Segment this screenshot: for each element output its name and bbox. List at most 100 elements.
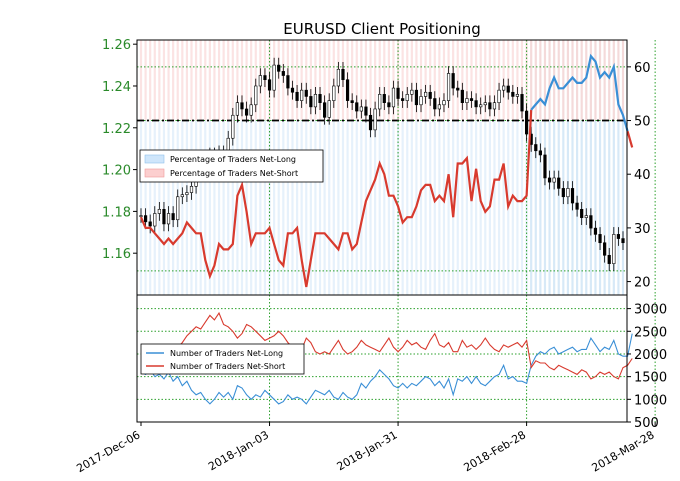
- date-tick-label: 2017-Dec-06: [74, 428, 142, 475]
- candle-body: [148, 221, 152, 227]
- candle-body: [323, 102, 327, 118]
- candle-body: [263, 75, 267, 81]
- bottom-panel-frame: [136, 294, 628, 423]
- right-tick-label: 60: [634, 61, 651, 76]
- candle-body: [506, 85, 510, 93]
- candle-body: [345, 79, 350, 101]
- candle-body: [543, 154, 547, 179]
- x-axis-date-ticks: 2017-Dec-06 2018-Jan-03 2018-Jan-31 2018-Fe…: [74, 422, 657, 475]
- bottom-legend: Number of Traders Net-Long Number of Tra…: [140, 343, 305, 375]
- candle-body: [272, 64, 276, 91]
- candle-body: [437, 104, 441, 110]
- candle-body: [231, 114, 235, 139]
- net-short-pct-line: [626, 130, 634, 148]
- candle-body: [176, 196, 180, 221]
- candle-body: [286, 75, 290, 89]
- bottom-panel: 500 1000 1500 2000 2500 3000 Number of Trader…: [136, 294, 667, 431]
- candle-body: [483, 102, 487, 106]
- left-tick-label: 1.22: [102, 122, 131, 137]
- candle-body: [277, 64, 281, 72]
- candle-body: [391, 87, 396, 108]
- bottom-right-tick-label: 2000: [634, 348, 667, 363]
- candle-body: [616, 234, 621, 239]
- bottom-panel-series: [140, 311, 633, 405]
- candle-body: [157, 209, 161, 214]
- candle-body: [515, 94, 520, 97]
- candle-body: [235, 102, 240, 116]
- date-tick-label: 2018-Mar-28: [590, 428, 657, 474]
- candle-body: [502, 85, 506, 91]
- candle-body: [341, 68, 345, 81]
- candle-body: [382, 94, 386, 104]
- candle-body: [364, 106, 368, 116]
- candle-body: [584, 215, 588, 218]
- candle-body: [538, 150, 542, 156]
- candle-body: [580, 209, 584, 218]
- legend-swatch-net-short-pct: [144, 168, 165, 178]
- top-legend: Percentage of Traders Net-Long Percentag…: [139, 149, 324, 183]
- candle-body: [488, 102, 492, 110]
- candle-body: [410, 89, 414, 95]
- candle-body: [355, 102, 359, 112]
- bottom-right-tick-label: 1000: [634, 393, 667, 408]
- top-panel: 1.16 1.18 1.20 1.22 1.24 1.26 20 30 40 50 60 Perc…: [102, 38, 656, 296]
- candle-body: [479, 104, 483, 108]
- bottom-right-tick-label: 2500: [634, 325, 667, 340]
- bottom-right-tick-label: 1500: [634, 371, 667, 386]
- candle-body: [607, 254, 611, 264]
- candle-body: [570, 188, 575, 204]
- right-tick-label: 30: [634, 222, 651, 237]
- candle-body: [469, 98, 474, 101]
- candle-body: [497, 89, 501, 104]
- candle-body: [281, 71, 285, 76]
- candle-body: [304, 89, 308, 97]
- candle-body: [428, 91, 432, 99]
- bottom-right-tick-label: 500: [634, 416, 659, 431]
- net-long-count-line: [140, 333, 633, 405]
- legend-swatch-net-long-pct: [144, 154, 165, 164]
- candle-body: [598, 234, 602, 244]
- candle-body: [267, 79, 272, 91]
- candle-body: [153, 213, 157, 227]
- candle-body: [557, 177, 561, 189]
- candle-body: [511, 91, 515, 97]
- candle-body: [401, 98, 405, 101]
- candle-body: [139, 215, 143, 217]
- bottom-right-axis-ticks: 500 1000 1500 2000 2500 3000: [627, 303, 667, 431]
- candle-body: [185, 192, 189, 195]
- left-tick-label: 1.16: [102, 247, 131, 262]
- candle-body: [612, 234, 616, 264]
- candle-body: [318, 94, 322, 104]
- candle-body: [575, 202, 579, 210]
- bottom-right-tick-label: 3000: [634, 303, 667, 318]
- candle-body: [368, 114, 373, 131]
- candle-body: [378, 94, 382, 110]
- candle-body: [524, 110, 529, 135]
- candle-body: [442, 100, 446, 106]
- top-panel-series: [139, 53, 634, 288]
- candle-body: [419, 96, 423, 106]
- candle-body: [396, 87, 400, 99]
- legend-label-net-long-pct: Percentage of Traders Net-Long: [170, 155, 296, 164]
- candle-body: [387, 102, 391, 108]
- candle-body: [327, 100, 331, 118]
- candle-body: [520, 94, 524, 112]
- candle-body: [143, 215, 148, 223]
- candle-body: [254, 85, 258, 106]
- candle-body: [552, 177, 556, 183]
- candle-body: [240, 102, 244, 110]
- candle-body: [359, 106, 363, 112]
- candle-body: [566, 188, 570, 198]
- right-tick-label: 40: [634, 168, 651, 183]
- left-tick-label: 1.20: [102, 164, 131, 179]
- candle-body: [166, 213, 171, 225]
- legend-label-net-long-count: Number of Traders Net-Long: [170, 349, 283, 358]
- legend-label-net-short-pct: Percentage of Traders Net-Short: [170, 169, 298, 178]
- candle-body: [350, 100, 354, 104]
- candle-body: [249, 104, 253, 116]
- left-tick-label: 1.18: [102, 205, 131, 220]
- candle-body: [561, 188, 565, 198]
- candle-body: [456, 87, 460, 91]
- right-tick-label: 50: [634, 115, 651, 130]
- left-axis-ticks: 1.16 1.18 1.20 1.22 1.24 1.26: [102, 38, 137, 262]
